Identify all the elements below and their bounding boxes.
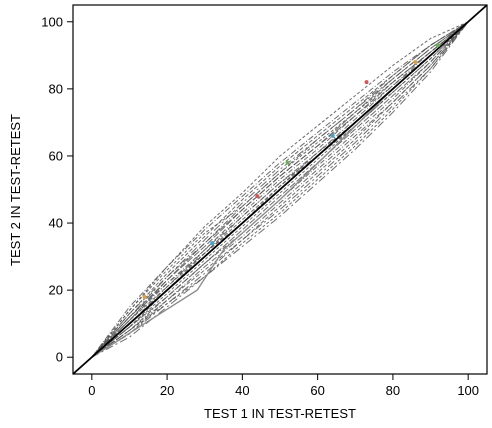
series-line xyxy=(91,21,469,358)
series-line xyxy=(91,21,469,358)
data-point xyxy=(142,294,147,299)
x-tick-label: 60 xyxy=(310,383,324,398)
x-tick-label: 0 xyxy=(88,383,95,398)
series-line xyxy=(91,21,469,358)
y-axis-label: TEST 2 IN TEST-RETEST xyxy=(8,114,23,266)
x-tick-label: 40 xyxy=(235,383,249,398)
data-point xyxy=(413,60,418,65)
x-tick-label: 20 xyxy=(160,383,174,398)
plot-frame xyxy=(72,4,488,375)
points-group xyxy=(142,43,441,299)
y-tick-label: 40 xyxy=(49,216,63,231)
series-line xyxy=(91,21,469,358)
data-point xyxy=(436,43,441,48)
y-tick-label: 60 xyxy=(49,148,63,163)
y-tick-label: 20 xyxy=(49,283,63,298)
series-line xyxy=(91,21,469,358)
series-line xyxy=(91,21,469,358)
series-line xyxy=(91,21,469,358)
data-point xyxy=(364,80,369,85)
series-line xyxy=(91,21,469,358)
identity-line xyxy=(72,4,488,375)
data-point xyxy=(330,133,335,138)
y-axis-ticks: 0 20 40 60 80 100 xyxy=(41,14,73,365)
x-tick-label: 80 xyxy=(386,383,400,398)
y-tick-label: 0 xyxy=(56,350,63,365)
x-axis-ticks: 0 20 40 60 80 100 xyxy=(88,374,479,398)
curves-group xyxy=(72,4,488,375)
series-line xyxy=(91,21,469,358)
y-tick-label: 100 xyxy=(41,14,63,29)
series-line xyxy=(91,21,469,358)
x-axis-label: TEST 1 IN TEST-RETEST xyxy=(204,406,356,421)
series-line xyxy=(91,21,469,358)
series-line xyxy=(91,21,469,358)
series-line xyxy=(91,21,469,358)
series-line xyxy=(91,21,469,358)
data-point xyxy=(210,241,215,246)
data-point xyxy=(255,194,260,199)
series-line xyxy=(91,21,469,358)
y-tick-label: 80 xyxy=(49,81,63,96)
x-tick-label: 100 xyxy=(457,383,479,398)
data-point xyxy=(285,160,290,165)
series-line xyxy=(91,21,469,358)
